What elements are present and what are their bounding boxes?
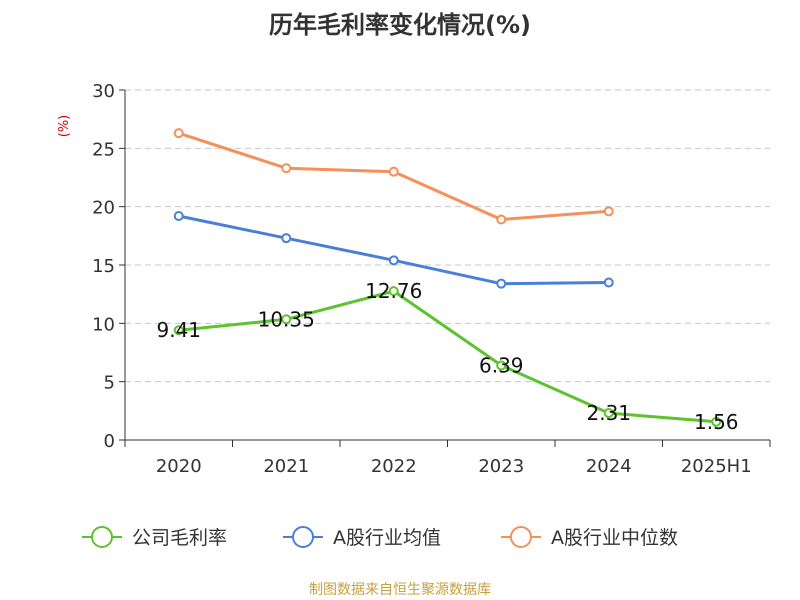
y-tick-label: 20 [92, 198, 115, 219]
source-note: 制图数据来自恒生聚源数据库 [309, 582, 491, 598]
data-point [496, 360, 507, 371]
legend-label: 公司毛利率 [132, 527, 227, 549]
data-point [603, 277, 614, 288]
y-tick-label: 5 [104, 373, 115, 394]
data-label: 1.56 [694, 410, 739, 434]
data-label: 2.31 [586, 401, 631, 425]
series-line-2 [178, 214, 609, 286]
x-tick-label: 2023 [478, 456, 524, 477]
data-point [173, 211, 184, 221]
data-point [281, 314, 292, 325]
data-label: 10.35 [258, 307, 315, 331]
legend-marker [91, 526, 113, 548]
data-point [388, 286, 399, 297]
x-tick-label: 2020 [156, 456, 202, 477]
x-tick-label: 2024 [586, 456, 632, 477]
axes: 0 5 10 15 20 25 30 2020 2021 2022 2023 2024 2025H1 [92, 81, 771, 477]
data-point [281, 163, 292, 174]
data-point [496, 278, 507, 289]
y-tick-label: 30 [92, 81, 115, 102]
series-line-1 [178, 289, 717, 424]
data-point [281, 233, 292, 244]
y-tick-label: 0 [104, 431, 115, 452]
grid-lines [125, 89, 770, 383]
legend-marker [510, 526, 532, 548]
data-point [603, 408, 614, 419]
data-point [173, 128, 184, 139]
x-tick-label: 2022 [371, 456, 417, 477]
x-tick-label: 2025H1 [681, 456, 752, 477]
series-group [173, 128, 722, 427]
legend-marker [292, 526, 314, 548]
x-tick-label: 2021 [263, 456, 309, 477]
data-point [388, 166, 399, 177]
legend-label: A股行业均值 [333, 527, 441, 549]
legend-label: A股行业中位数 [551, 527, 678, 549]
y-tick-label: 10 [92, 314, 115, 335]
data-point [496, 214, 507, 225]
data-point [711, 416, 722, 427]
data-point [603, 206, 614, 217]
data-label: 12.76 [365, 279, 422, 303]
chart-title: 历年毛利率变化情况(%) [269, 11, 531, 39]
data-label: 9.41 [156, 318, 201, 342]
data-point [173, 325, 184, 336]
legend: 公司毛利率 A股行业均值 A股行业中位数 [82, 526, 678, 549]
data-point [388, 255, 399, 266]
y-axis-label: (%) [57, 115, 72, 138]
data-labels: 9.41 10.35 12.76 6.39 2.31 1.56 [156, 279, 738, 434]
y-tick-label: 25 [92, 139, 115, 160]
data-label: 6.39 [479, 353, 524, 377]
y-tick-label: 15 [92, 256, 115, 277]
